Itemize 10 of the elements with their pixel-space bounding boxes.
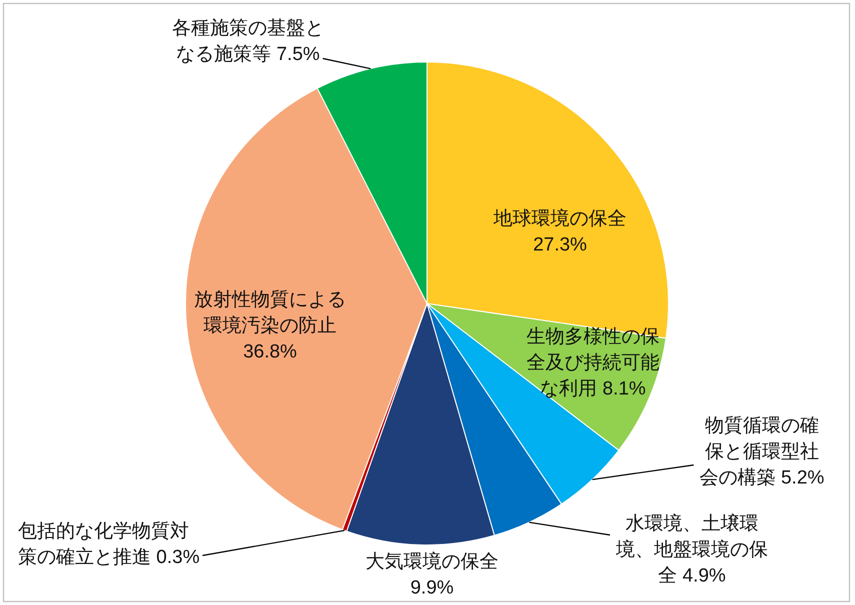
data-label: 27.3% [533, 234, 588, 256]
data-label: 36.8% [243, 342, 298, 362]
slice-label: 物質循環の確保と循環型社会の構築 5.2% [700, 416, 824, 488]
slice-label: 大気環境の保全 [366, 550, 498, 572]
slice-label: 放射性物質による環境汚染の防止 [194, 290, 346, 336]
slice-label: 地球環境の保全 [492, 208, 626, 230]
slice-label: 水環境、土壌環境、地盤環境の保全 4.9% [615, 512, 768, 586]
data-label: 9.9% [410, 578, 454, 598]
slice-label: 各種施策の基盤となる施策等 7.5% [172, 18, 324, 65]
slice-label: 包括的な化学物質対策の確立と推進 0.3% [18, 520, 200, 568]
